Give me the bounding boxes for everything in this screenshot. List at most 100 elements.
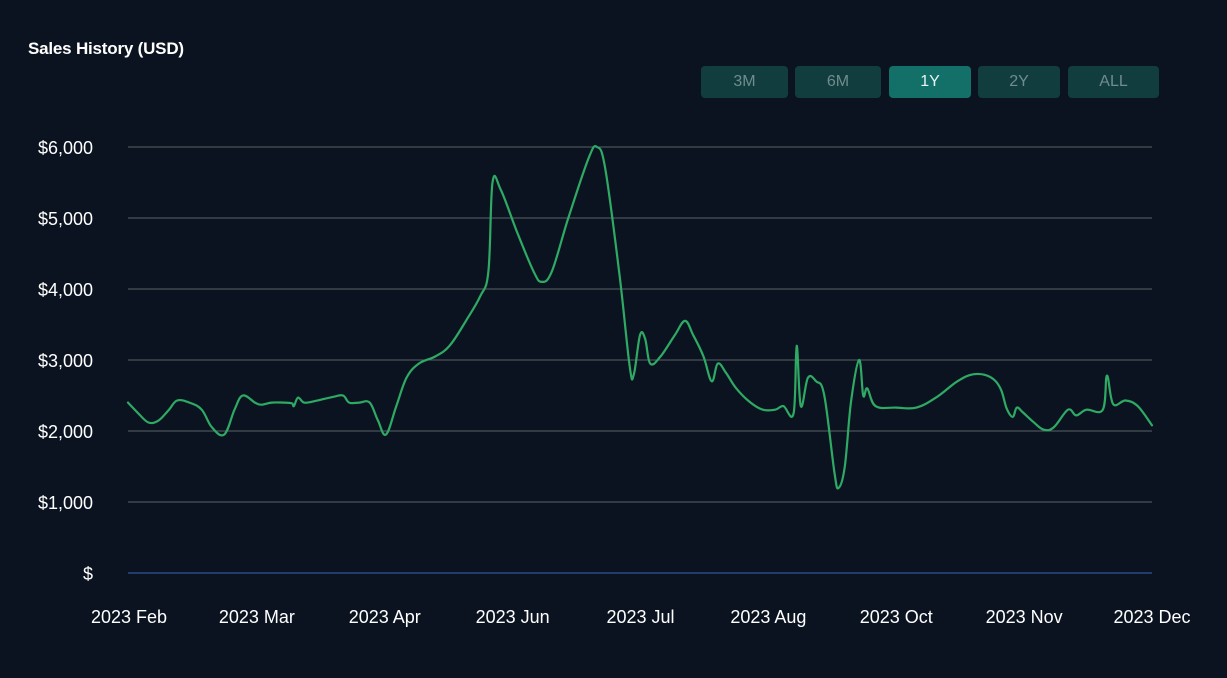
data-point[interactable] (549, 268, 555, 274)
data-point[interactable] (490, 180, 496, 186)
data-point[interactable] (805, 375, 811, 381)
data-point[interactable] (565, 215, 571, 221)
data-point[interactable] (798, 403, 804, 409)
data-point[interactable] (873, 403, 879, 409)
data-point[interactable] (1135, 403, 1141, 409)
data-point[interactable] (813, 378, 819, 384)
data-point[interactable] (356, 400, 362, 406)
data-point[interactable] (627, 364, 633, 370)
data-point[interactable] (1030, 419, 1036, 425)
data-point[interactable] (864, 385, 870, 391)
data-point[interactable] (125, 400, 131, 406)
data-point[interactable] (934, 394, 940, 400)
range-6m-button[interactable]: 6M (795, 66, 881, 98)
data-point[interactable] (404, 375, 410, 381)
data-point[interactable] (602, 165, 608, 171)
data-point[interactable] (1020, 410, 1026, 416)
data-point[interactable] (135, 410, 141, 416)
data-point[interactable] (586, 155, 592, 161)
data-point[interactable] (893, 405, 899, 411)
data-point[interactable] (1073, 412, 1079, 418)
data-point[interactable] (842, 464, 848, 470)
data-point[interactable] (914, 405, 920, 411)
data-point[interactable] (748, 400, 754, 406)
data-point[interactable] (772, 407, 778, 413)
data-point[interactable] (832, 471, 838, 477)
data-point[interactable] (860, 393, 866, 399)
range-2y-button[interactable]: 2Y (978, 66, 1060, 98)
data-point[interactable] (1104, 373, 1110, 379)
data-point[interactable] (594, 144, 600, 150)
data-point[interactable] (723, 370, 729, 376)
data-point[interactable] (375, 417, 381, 423)
data-point[interactable] (682, 318, 688, 324)
data-point[interactable] (658, 354, 664, 360)
data-point[interactable] (258, 402, 264, 408)
data-point[interactable] (690, 332, 696, 338)
data-point[interactable] (393, 403, 399, 409)
data-point[interactable] (791, 410, 797, 416)
data-point[interactable] (997, 385, 1003, 391)
data-point[interactable] (733, 385, 739, 391)
data-point[interactable] (631, 371, 637, 377)
data-point[interactable] (531, 268, 537, 274)
data-point[interactable] (1149, 422, 1155, 428)
range-3m-button[interactable]: 3M (701, 66, 788, 98)
data-point[interactable] (836, 485, 842, 491)
data-point[interactable] (701, 354, 707, 360)
data-point[interactable] (642, 336, 648, 342)
data-point[interactable] (848, 400, 854, 406)
data-point[interactable] (539, 279, 545, 285)
data-point[interactable] (709, 378, 715, 384)
data-point[interactable] (209, 424, 215, 430)
data-point[interactable] (971, 371, 977, 377)
data-point[interactable] (295, 395, 301, 401)
range-all-button[interactable]: ALL (1068, 66, 1159, 98)
data-point[interactable] (166, 407, 172, 413)
data-point[interactable] (240, 393, 246, 399)
data-point[interactable] (1051, 424, 1057, 430)
data-point[interactable] (760, 407, 766, 413)
data-point[interactable] (432, 354, 438, 360)
data-point[interactable] (156, 417, 162, 423)
data-point[interactable] (1100, 407, 1106, 413)
data-point[interactable] (1041, 427, 1047, 433)
range-1y-button[interactable]: 1Y (889, 66, 971, 98)
data-point[interactable] (463, 318, 469, 324)
data-point[interactable] (186, 400, 192, 406)
data-point[interactable] (715, 361, 721, 367)
data-point[interactable] (221, 432, 227, 438)
data-point[interactable] (637, 332, 643, 338)
data-point[interactable] (1014, 405, 1020, 411)
data-point[interactable] (1004, 405, 1010, 411)
data-point[interactable] (794, 343, 800, 349)
data-point[interactable] (821, 393, 827, 399)
data-point[interactable] (1110, 401, 1116, 407)
data-point[interactable] (301, 400, 307, 406)
data-point[interactable] (340, 393, 346, 399)
data-point[interactable] (856, 357, 862, 363)
data-point[interactable] (311, 398, 317, 404)
data-point[interactable] (647, 361, 653, 367)
data-point[interactable] (485, 268, 491, 274)
data-point[interactable] (1010, 414, 1016, 420)
data-point[interactable] (174, 398, 180, 404)
data-point[interactable] (146, 420, 152, 426)
data-point[interactable] (987, 374, 993, 380)
data-point[interactable] (1122, 398, 1128, 404)
data-point[interactable] (330, 394, 336, 400)
data-point[interactable] (617, 272, 623, 278)
data-point[interactable] (514, 229, 520, 235)
data-point[interactable] (1084, 407, 1090, 413)
data-point[interactable] (268, 400, 274, 406)
data-point[interactable] (383, 432, 389, 438)
data-point[interactable] (780, 403, 786, 409)
data-point[interactable] (1065, 407, 1071, 413)
data-point[interactable] (199, 407, 205, 413)
data-point[interactable] (672, 332, 678, 338)
data-point[interactable] (291, 403, 297, 409)
data-point[interactable] (346, 400, 352, 406)
data-point[interactable] (281, 400, 287, 406)
data-point[interactable] (477, 293, 483, 299)
data-point[interactable] (447, 343, 453, 349)
